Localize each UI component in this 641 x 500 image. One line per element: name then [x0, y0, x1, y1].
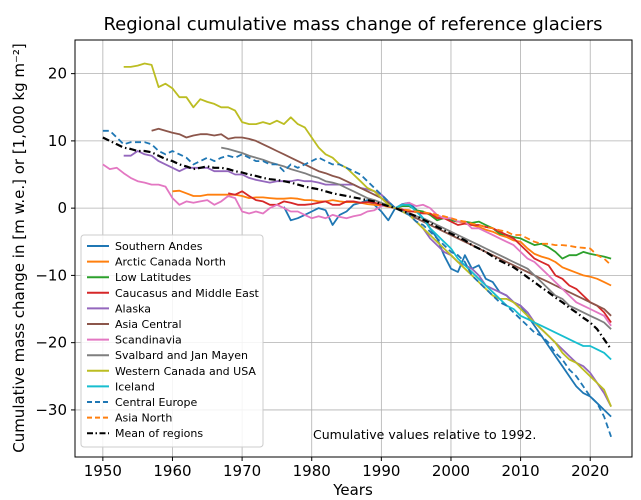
x-tick-label: 1980 [293, 462, 331, 480]
series-line-low-latitudes [395, 205, 612, 260]
axis-ticks: 1950 1960 1970 1980 1990 2000 2010 2020−30−20−1… [35, 65, 609, 480]
legend-label-svalbard-and-jan-mayen: Svalbard and Jan Mayen [115, 349, 248, 362]
y-tick-label: 0 [57, 199, 67, 217]
x-tick-label: 1950 [84, 462, 122, 480]
x-axis-label: Years [332, 481, 373, 499]
legend-label-western-canada-and-usa: Western Canada and USA [115, 365, 256, 378]
series-line-svalbard-and-jan-mayen [221, 146, 612, 330]
legend-label-iceland: Iceland [115, 380, 155, 393]
legend-label-central-europe: Central Europe [115, 396, 197, 409]
x-tick-label: 2020 [571, 462, 609, 480]
legend-label-caucasus-and-middle-east: Caucasus and Middle East [115, 287, 260, 300]
y-axis-label: Cumulative mass change in [m w.e.] or [1… [10, 43, 28, 453]
series-line-central-europe [102, 129, 612, 438]
legend-label-asia-north: Asia North [115, 412, 172, 425]
y-tick-label: −20 [35, 334, 67, 352]
series-line-mean-of-regions [102, 136, 613, 351]
chart-annotation: Cumulative values relative to 1992. [313, 427, 536, 442]
legend-label-low-latitudes: Low Latitudes [115, 271, 191, 284]
legend-label-scandinavia: Scandinavia [115, 334, 182, 347]
legend-box [80, 234, 264, 448]
legend-label-arctic-canada-north: Arctic Canada North [115, 256, 226, 269]
x-tick-label: 1970 [223, 462, 261, 480]
legend-label-mean-of-regions: Mean of regions [115, 427, 203, 440]
series-line-asia-north [395, 207, 612, 266]
series-line-western-canada-and-usa [123, 62, 612, 407]
x-tick-label: 1960 [153, 462, 191, 480]
x-tick-label: 2010 [502, 462, 540, 480]
plot-frame [74, 39, 633, 458]
series-line-scandinavia [102, 163, 612, 327]
y-tick-label: −30 [35, 401, 67, 419]
legend: Southern Andes Arctic Canada North Low Lat… [80, 234, 264, 448]
x-tick-label: 2000 [432, 462, 470, 480]
legend-label-alaska: Alaska [115, 302, 151, 315]
legend-items: Southern Andes Arctic Canada North Low Lat… [87, 240, 260, 440]
series-line-iceland [394, 203, 612, 361]
series-lines [102, 62, 613, 438]
legend-label-southern-andes: Southern Andes [115, 240, 203, 253]
y-tick-label: −10 [35, 266, 67, 284]
x-tick-label: 1990 [362, 462, 400, 480]
chart-title: Regional cumulative mass change of refer… [103, 14, 602, 35]
y-tick-label: 10 [48, 132, 67, 150]
legend-label-asia-central: Asia Central [115, 318, 182, 331]
y-tick-label: 20 [48, 65, 67, 83]
